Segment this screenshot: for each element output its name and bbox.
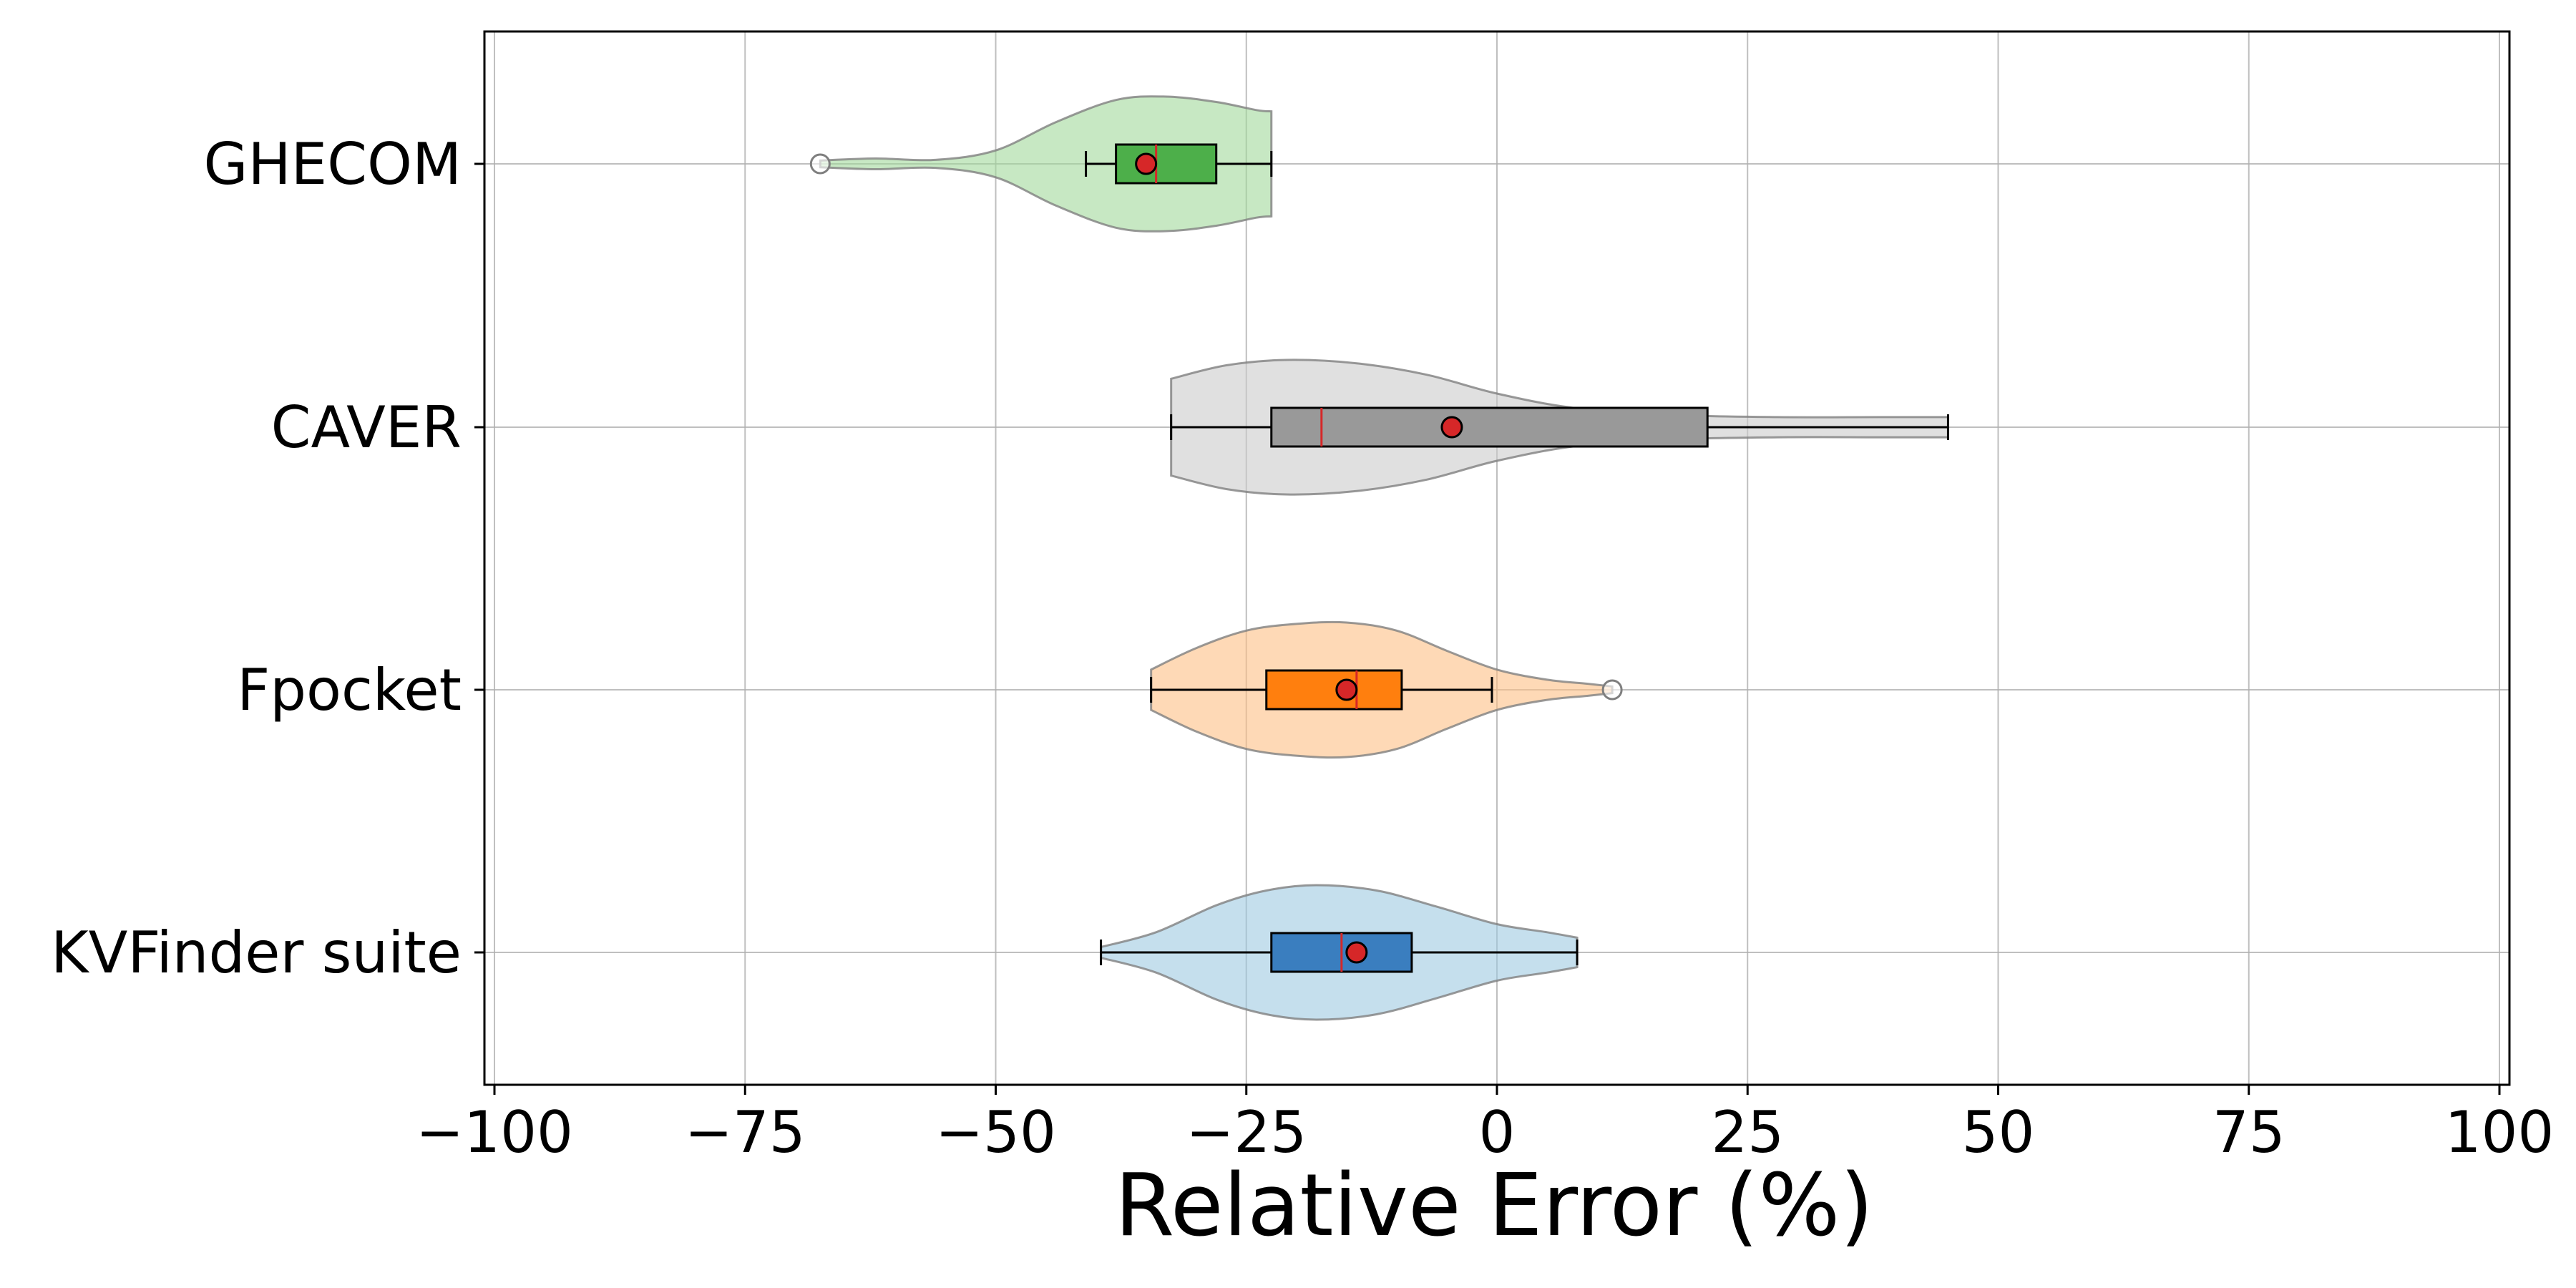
x-axis-title: Relative Error (%) bbox=[1115, 1156, 1873, 1256]
mean-marker bbox=[1345, 941, 1368, 964]
y-tick-label: CAVER bbox=[271, 394, 462, 461]
iqr-box bbox=[1265, 669, 1403, 711]
y-tick-label: KVFinder suite bbox=[51, 919, 462, 986]
iqr-box bbox=[1115, 143, 1218, 185]
x-tick-label: −25 bbox=[1186, 1099, 1307, 1166]
violin-body bbox=[819, 95, 1273, 233]
x-tick-label: −50 bbox=[935, 1099, 1056, 1166]
iqr-box bbox=[1270, 406, 1709, 448]
mean-marker bbox=[1335, 678, 1358, 701]
x-tick-label: 25 bbox=[1711, 1099, 1784, 1166]
x-tick-label: 100 bbox=[2445, 1099, 2555, 1166]
y-tick-label: Fpocket bbox=[237, 657, 462, 723]
mean-marker bbox=[1440, 416, 1463, 439]
outlier-point bbox=[809, 153, 831, 175]
box-plots bbox=[809, 143, 1949, 973]
y-tick-label: GHECOM bbox=[203, 131, 462, 197]
outlier-point bbox=[1601, 679, 1623, 701]
axes: −100 −75 −50 −25 0 25 50 75 100 GHECOM CAVER Fpocke… bbox=[51, 131, 2554, 1166]
mean-marker bbox=[1135, 152, 1158, 175]
x-tick-label: −75 bbox=[685, 1099, 806, 1166]
x-tick-label: −100 bbox=[416, 1099, 573, 1166]
x-tick-label: 75 bbox=[2212, 1099, 2285, 1166]
x-tick-label: 0 bbox=[1479, 1099, 1516, 1166]
x-tick-label: 50 bbox=[1962, 1099, 2035, 1166]
